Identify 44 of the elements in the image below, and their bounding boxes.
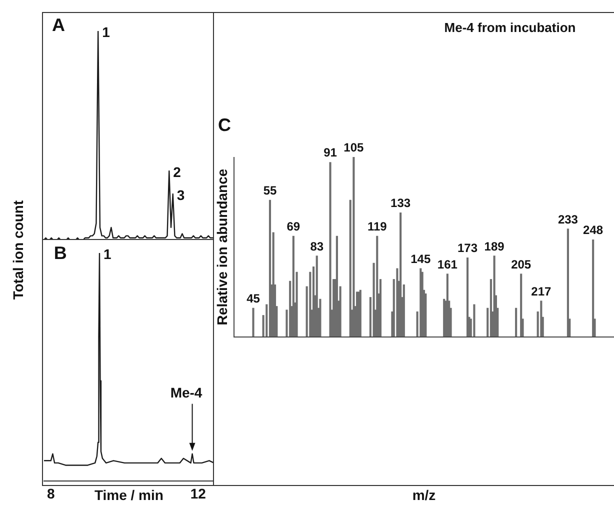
bar xyxy=(566,228,569,337)
annotation: Me-4 xyxy=(170,384,202,401)
bar xyxy=(520,274,522,337)
category-label: 91 xyxy=(324,146,337,160)
bar xyxy=(376,236,378,337)
category-label: 248 xyxy=(583,223,604,238)
bar xyxy=(329,162,332,337)
bar xyxy=(466,257,469,337)
bar xyxy=(515,308,518,337)
x-axis-title: m/z xyxy=(412,486,436,503)
category-label: 145 xyxy=(410,252,431,266)
category-label: 173 xyxy=(458,241,478,256)
x-axis-title: Time / min xyxy=(94,486,164,503)
bar xyxy=(420,268,422,337)
category-label: 55 xyxy=(263,184,277,198)
x-tick-label: 12 xyxy=(190,485,206,502)
bar xyxy=(473,304,476,337)
bar xyxy=(252,308,254,337)
category-label: 83 xyxy=(310,239,324,254)
y-axis-title: Total ion count xyxy=(10,200,26,300)
category-label: 233 xyxy=(558,212,578,226)
annotation: 2 xyxy=(173,164,182,180)
bar xyxy=(592,239,594,337)
category-label: 69 xyxy=(286,220,300,234)
bar xyxy=(352,157,355,337)
category-label: 119 xyxy=(367,220,387,234)
bar xyxy=(540,300,542,337)
annotation: 1 xyxy=(103,246,112,262)
text: C xyxy=(218,114,231,135)
bar xyxy=(359,290,362,337)
category-label: 133 xyxy=(390,196,411,210)
category-label: 205 xyxy=(511,257,532,272)
y-axis-title: Relative ion abundance xyxy=(214,168,230,326)
annotation: 1 xyxy=(102,24,110,40)
chart-title: Me-4 from incubation xyxy=(444,20,576,36)
category-label: 189 xyxy=(484,239,504,254)
annotation: B xyxy=(54,242,67,263)
category-label: 217 xyxy=(531,284,552,298)
annotation: 3 xyxy=(176,186,185,203)
category-label: 161 xyxy=(437,257,458,272)
category-label: 105 xyxy=(344,140,364,154)
x-tick-label: 8 xyxy=(46,485,55,502)
annotation: A xyxy=(52,14,65,35)
category-label: 45 xyxy=(246,292,260,306)
